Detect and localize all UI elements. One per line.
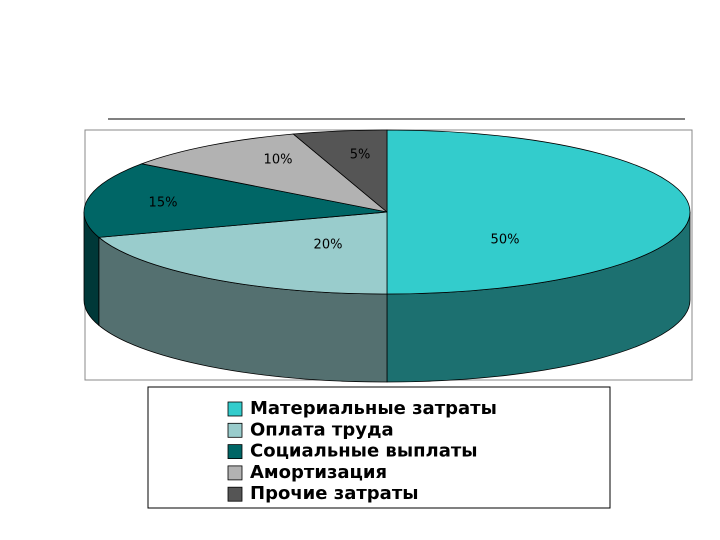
data-label: 15% xyxy=(149,196,178,211)
legend-swatch xyxy=(227,486,243,502)
data-label: 10% xyxy=(264,153,293,168)
data-label: 5% xyxy=(350,148,371,163)
pie-slice xyxy=(140,133,388,213)
pie-slice xyxy=(292,129,388,213)
legend-box xyxy=(147,386,611,509)
legend-swatch xyxy=(227,422,243,438)
pie-slice xyxy=(83,163,388,238)
legend-label: Социальные выплаты xyxy=(250,441,478,462)
data-label: 20% xyxy=(314,238,343,253)
pie-slice xyxy=(97,211,388,295)
data-label: 50% xyxy=(491,233,520,248)
legend-label: Оплата труда xyxy=(250,419,394,440)
legend-swatch xyxy=(227,465,243,481)
pie-slice xyxy=(386,129,691,295)
legend-label: Прочие затраты xyxy=(250,483,419,504)
legend-label: Материальные затраты xyxy=(250,398,497,419)
legend-swatch xyxy=(227,401,243,417)
legend-swatch xyxy=(227,444,243,460)
legend-label: Амортизация xyxy=(250,462,387,483)
